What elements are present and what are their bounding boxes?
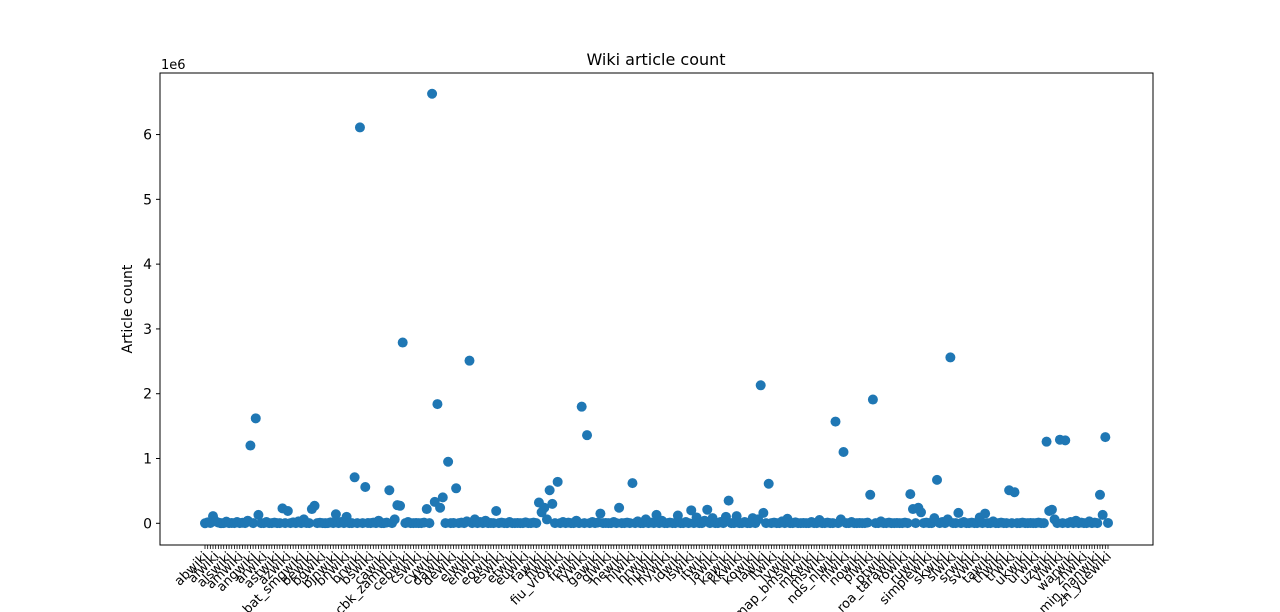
data-point [1103,517,1113,528]
data-point [905,489,916,500]
data-point [755,380,766,391]
data-point [427,88,438,99]
data-point [1038,518,1049,529]
y-tick-label: 0 [143,516,152,532]
data-point [552,476,563,487]
data-point [865,489,876,500]
data-point [582,430,593,441]
data-point [282,505,293,516]
data-point [539,502,550,513]
data-point [531,518,542,529]
data-point [435,502,446,513]
y-axis-scale-label: 1e6 [161,58,186,73]
y-tick-label: 4 [143,257,152,273]
data-point [758,507,769,518]
data-point [723,495,734,506]
data-point [451,483,462,494]
data-point [1094,489,1105,500]
data-point [443,456,454,467]
data-point [576,401,587,412]
y-tick-label: 1 [143,452,152,468]
data-point [245,440,256,451]
data-point [1009,487,1020,498]
y-axis-label: Article count [120,264,136,353]
data-point [902,518,913,529]
data-point [763,478,774,489]
y-tick-label: 5 [143,192,152,208]
data-point [330,509,341,520]
data-point [980,508,991,519]
data-points [200,88,1113,529]
y-axis-ticks: 0 1 2 3 4 5 6 [143,128,160,532]
data-point [830,416,841,427]
data-point [953,507,964,518]
data-point [1097,509,1108,520]
y-tick-label: 2 [143,387,152,403]
data-point [932,474,943,485]
data-point [1092,518,1103,529]
data-point [541,514,552,525]
data-point [838,447,849,458]
data-point [384,485,395,496]
data-point [595,508,606,519]
data-point [686,505,697,516]
data-point [349,472,360,483]
data-point [309,500,320,511]
data-point [627,478,638,489]
data-point [867,394,878,405]
data-point [354,122,365,133]
data-point [395,500,406,511]
data-point [250,413,261,424]
data-point [421,504,432,515]
data-point [424,518,435,529]
data-point [544,485,555,496]
y-tick-label: 3 [143,322,152,338]
data-point [464,355,475,366]
data-point [1046,504,1057,515]
data-point [491,505,502,516]
data-point [1100,432,1111,443]
data-point [547,498,558,509]
data-point [945,352,956,363]
data-point [915,507,926,518]
data-point [702,504,713,515]
y-tick-label: 6 [143,128,152,144]
data-point [1060,435,1071,446]
data-point [672,510,683,521]
data-point [614,502,625,513]
data-point [862,517,873,528]
data-point [910,518,921,529]
data-point [397,337,408,348]
plot-area-frame [159,72,1154,546]
data-point [437,492,448,503]
data-point [360,482,371,493]
data-point [432,399,443,410]
data-point [304,518,315,529]
data-point [248,518,259,529]
chart-title: Wiki article count [586,50,725,69]
data-point [1041,436,1052,447]
data-point [389,514,400,525]
data-point [253,509,264,520]
